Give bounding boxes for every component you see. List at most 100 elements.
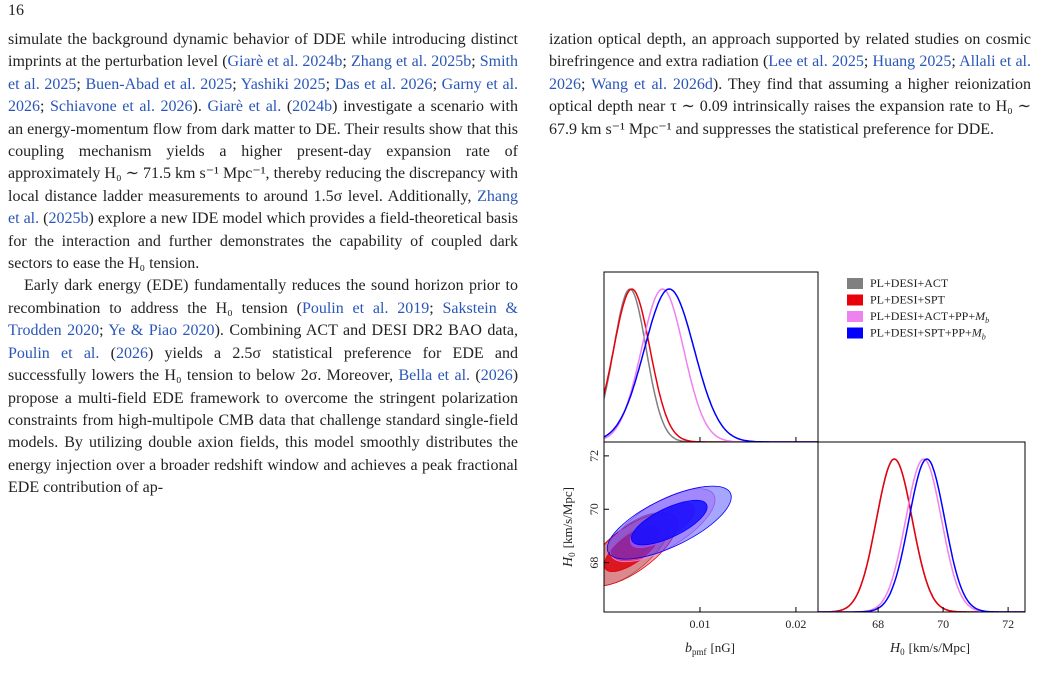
citation-link[interactable]: Das et al. 2026	[334, 75, 433, 93]
text-run: ;	[471, 53, 480, 71]
citation-link[interactable]: Wang et al. 2026d	[591, 75, 713, 93]
citation-link[interactable]: Huang 2025	[872, 53, 952, 71]
text-run: (	[281, 98, 293, 116]
citation-link[interactable]: Zhang et al.	[8, 187, 518, 228]
posterior-curve	[604, 288, 818, 442]
citation-link[interactable]: 2026	[480, 367, 513, 385]
posterior-curve	[604, 288, 818, 442]
axis-label: H0 [km/s/Mpc]	[560, 487, 577, 568]
citation-link[interactable]: Garny et al. 2026	[8, 75, 519, 116]
text-run: ). They find that assuming a higher reio…	[549, 75, 1031, 138]
x-tick-label: 0.02	[785, 617, 806, 631]
y-tick-label: 70	[587, 503, 601, 515]
text-run: ;	[325, 75, 335, 93]
legend-swatch	[847, 327, 863, 339]
paragraph: simulate the background dynamic behavior…	[8, 29, 518, 275]
posterior-curve	[818, 458, 1025, 612]
legend-swatch	[847, 278, 863, 289]
label-part: [nG]	[710, 640, 735, 655]
text-run: ;	[951, 53, 960, 71]
text-run: (	[99, 344, 116, 362]
label-part: H	[561, 556, 576, 568]
text-run: ). Combining ACT and DESI DR2 BAO data,	[214, 322, 518, 340]
citation-link[interactable]: Buen-Abad et al. 2025	[85, 75, 233, 93]
text-run: ;	[581, 75, 592, 93]
citation-link[interactable]: Giarè et al.	[207, 98, 282, 116]
text-run: (	[470, 367, 481, 385]
panel-frame	[817, 441, 1026, 613]
text-run: ;	[863, 53, 873, 71]
axis-label: bpmf [nG]	[685, 640, 735, 657]
text-run: ) investigate a scenario with an energy-…	[8, 98, 519, 205]
x-tick-label: 70	[937, 617, 949, 631]
posterior-panel	[818, 458, 1025, 612]
text-run: ization optical depth, an approach suppo…	[549, 31, 1031, 71]
citation-link[interactable]: Sakstein & Trodden 2020	[8, 299, 518, 340]
legend-label: PL+DESI+ACT+PP+Mb	[870, 309, 989, 325]
posterior-curve	[818, 458, 1025, 612]
page-number: 16	[8, 2, 24, 19]
text-run: ;	[232, 75, 241, 93]
citation-link[interactable]: Poulin et al. 2019	[301, 299, 430, 317]
text-run: ;	[429, 299, 443, 317]
left-column: simulate the background dynamic behavior…	[8, 29, 518, 500]
right-column: ization optical depth, an approach suppo…	[549, 29, 1031, 141]
x-tick-label: 68	[872, 617, 884, 631]
legend-swatch	[847, 311, 863, 322]
citation-link[interactable]: 2025b	[48, 210, 89, 228]
posterior-curve	[604, 288, 818, 442]
posterior-panel	[604, 288, 818, 442]
text-run: Early dark energy (EDE) fundamentally re…	[8, 277, 518, 317]
citation-link[interactable]: Zhang et al. 2025b	[350, 53, 472, 71]
citation-link[interactable]: Ye & Piao 2020	[108, 322, 215, 340]
text-run: (	[39, 210, 49, 228]
label-part: [km/s/Mpc]	[909, 640, 970, 655]
legend-swatch	[847, 294, 863, 306]
legend-part: M	[974, 309, 986, 323]
text-run: ;	[342, 53, 351, 71]
text-run: ;	[432, 75, 442, 93]
paragraph: Early dark energy (EDE) fundamentally re…	[8, 275, 518, 499]
posterior-curve	[604, 288, 818, 442]
citation-link[interactable]: Poulin et al.	[8, 344, 100, 362]
citation-link[interactable]: Lee et al. 2025	[768, 53, 864, 71]
paragraph: ization optical depth, an approach suppo…	[549, 29, 1031, 141]
text-run: ) propose a multi-field EDE framework to…	[8, 367, 519, 497]
label-part: 0	[567, 552, 577, 557]
text-run: ;	[40, 98, 51, 116]
label-part: b	[685, 641, 692, 656]
contour-panel	[604, 485, 732, 587]
legend-part: PL+DESI+SPT	[870, 293, 946, 307]
legend-part: PL+DESI+SPT+PP+	[870, 326, 972, 340]
text-run: simulate the background dynamic behavior…	[8, 31, 518, 71]
label-part: [km/s/Mpc]	[560, 487, 575, 548]
citation-link[interactable]: Giarè et al. 2024b	[227, 53, 343, 71]
x-tick-label: 0.01	[689, 617, 710, 631]
text-run: ) yields a 2.5σ statistical preference f…	[8, 344, 519, 385]
credible-contour	[631, 499, 708, 546]
legend-part: M	[971, 326, 983, 340]
label-part: H	[889, 641, 901, 656]
text-run: ).	[192, 98, 208, 116]
axis-label: H0 [km/s/Mpc]	[889, 640, 970, 657]
text-run: ;	[76, 75, 86, 93]
citation-link[interactable]: Yashiki 2025	[240, 75, 326, 93]
citation-link[interactable]: Bella et al.	[398, 367, 471, 385]
text-run: ;	[99, 322, 109, 340]
citation-link[interactable]: Schiavone et al. 2026	[50, 98, 193, 116]
citation-link[interactable]: 2024b	[292, 98, 333, 116]
y-tick-label: 68	[587, 557, 601, 569]
legend-part: PL+DESI+ACT+PP+	[870, 309, 975, 323]
label-part: pmf	[692, 647, 707, 657]
text-run: ) explore a new IDE model which provides…	[8, 210, 519, 273]
citation-link[interactable]: Smith et al. 2025	[8, 53, 518, 93]
citation-link[interactable]: 2026	[115, 344, 148, 362]
legend-label: PL+DESI+SPT	[870, 293, 946, 307]
citation-link[interactable]: Allali et al. 2026	[549, 53, 1031, 93]
legend-part: PL+DESI+ACT	[870, 276, 949, 290]
legend-part: b	[982, 333, 986, 342]
legend-label: PL+DESI+ACT	[870, 276, 949, 290]
x-tick-label: 72	[1002, 617, 1014, 631]
y-tick-label: 72	[587, 450, 601, 462]
